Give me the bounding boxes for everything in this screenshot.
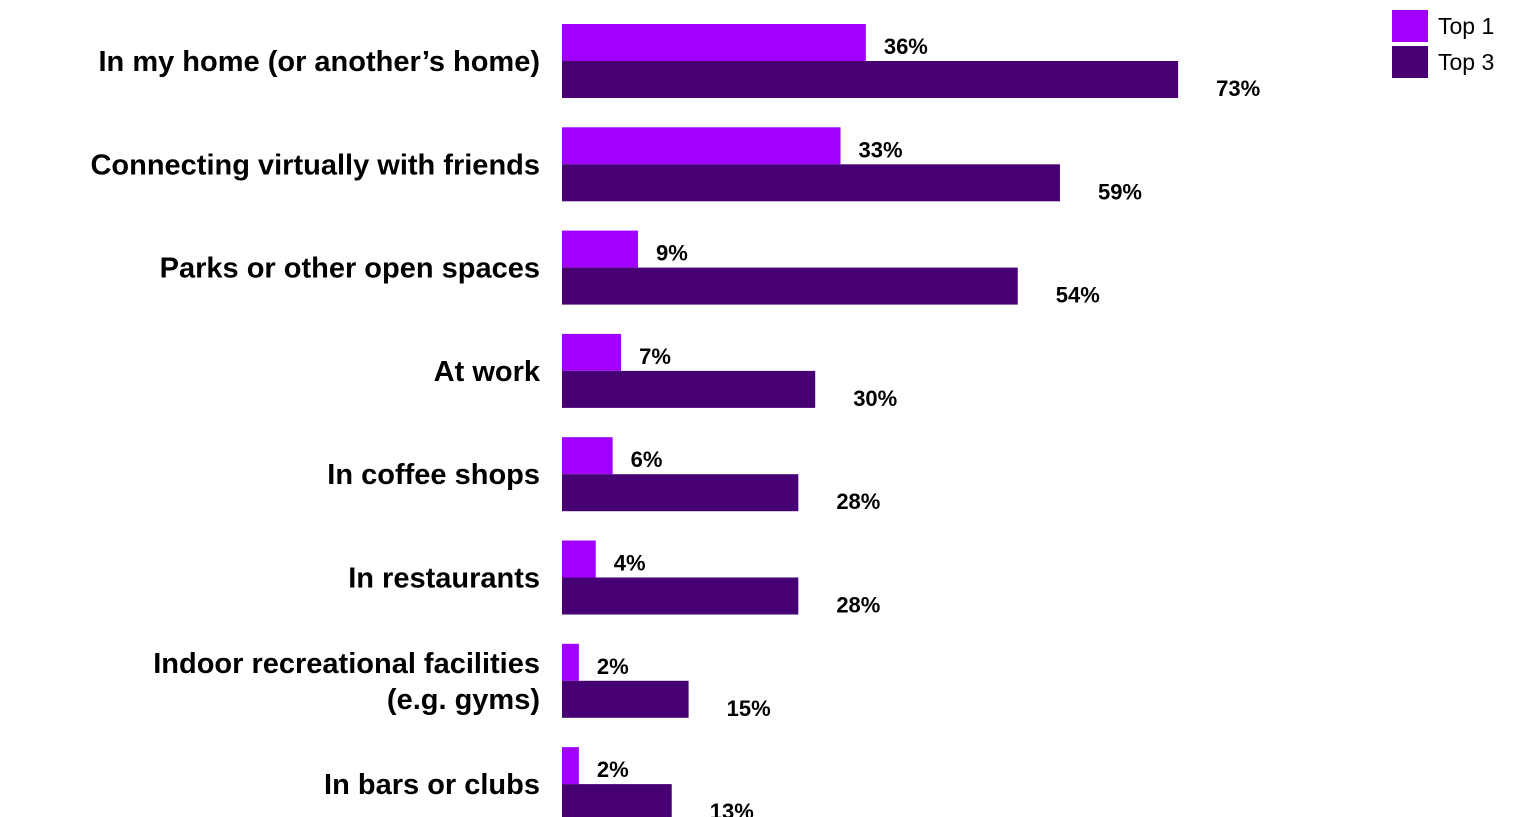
category-label: In my home (or another’s home): [99, 46, 541, 78]
bar-top-3: [562, 578, 798, 615]
data-label: 36%: [884, 34, 928, 59]
bar-top-3: [562, 681, 689, 718]
legend-item-top-3: Top 3: [1392, 44, 1494, 80]
legend-label-top-1: Top 1: [1438, 13, 1494, 40]
data-label: 59%: [1098, 179, 1142, 204]
category-label: Parks or other open spaces: [160, 253, 540, 285]
data-label: 2%: [597, 757, 629, 782]
data-label: 4%: [614, 551, 646, 576]
legend-label-top-3: Top 3: [1438, 49, 1494, 76]
category-label: Indoor recreational facilities: [153, 648, 540, 680]
category-label: In coffee shops: [327, 459, 540, 491]
category-label: (e.g. gyms): [387, 684, 540, 716]
data-label: 13%: [710, 799, 754, 817]
bar-top-1: [562, 747, 579, 784]
category-label: In bars or clubs: [324, 769, 540, 801]
data-label: 73%: [1216, 76, 1260, 101]
bar-top-1: [562, 541, 596, 578]
category-label: At work: [434, 356, 541, 388]
data-label: 15%: [727, 696, 771, 721]
bar-top-3: [562, 784, 672, 817]
legend-swatch-top-3: [1392, 46, 1428, 78]
legend-item-top-1: Top 1: [1392, 8, 1494, 44]
data-label: 7%: [639, 344, 671, 369]
data-label: 28%: [836, 593, 880, 618]
bar-top-1: [562, 231, 638, 268]
bar-top-3: [562, 164, 1060, 201]
data-label: 6%: [631, 447, 663, 472]
bar-top-1: [562, 24, 866, 61]
chart-legend: Top 1 Top 3: [1392, 8, 1494, 80]
data-label: 28%: [836, 489, 880, 514]
data-label: 2%: [597, 654, 629, 679]
bar-top-1: [562, 437, 613, 474]
bar-top-3: [562, 371, 815, 408]
bar-top-3: [562, 474, 798, 511]
data-label: 30%: [853, 386, 897, 411]
bar-top-3: [562, 61, 1178, 98]
category-label: Connecting virtually with friends: [90, 149, 540, 181]
category-label: In restaurants: [348, 563, 540, 595]
legend-swatch-top-1: [1392, 10, 1428, 42]
data-label: 9%: [656, 241, 688, 266]
bar-top-1: [562, 334, 621, 371]
data-label: 33%: [859, 137, 903, 162]
bar-top-1: [562, 644, 579, 681]
bar-top-1: [562, 127, 841, 164]
bar-top-3: [562, 268, 1018, 305]
data-label: 54%: [1056, 283, 1100, 308]
